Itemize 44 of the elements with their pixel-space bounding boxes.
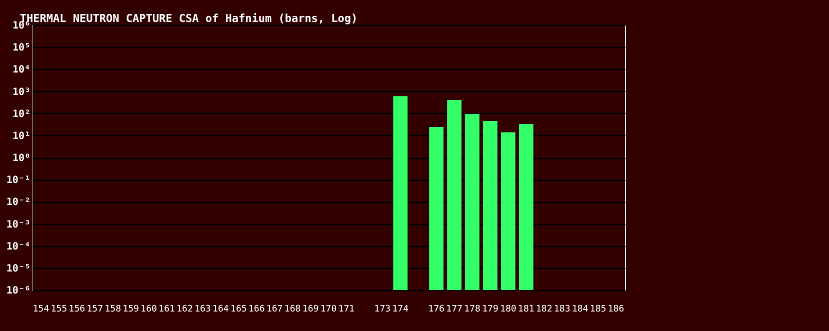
x-tick-label: 183 bbox=[554, 304, 570, 314]
y-tick-label: 10⁻² bbox=[6, 197, 30, 208]
x-tick-label: 186 bbox=[608, 304, 624, 314]
x-tick-label: 156 bbox=[68, 304, 86, 314]
x-tick-label: 170 bbox=[320, 304, 337, 314]
x-tick-label: 158 bbox=[104, 304, 121, 314]
x-tick-label: 164 bbox=[212, 304, 229, 314]
y-tick-label: 10⁻⁶ bbox=[6, 286, 30, 296]
x-tick-label: 176 bbox=[428, 304, 444, 314]
x-tick-label: 161 bbox=[158, 304, 175, 314]
x-tick-label: 173 bbox=[374, 304, 391, 314]
x-tick-label: 171 bbox=[338, 304, 355, 314]
x-tick-label: 185 bbox=[590, 304, 606, 314]
x-tick-label: 169 bbox=[302, 304, 319, 314]
x-tick-label: 162 bbox=[176, 304, 193, 314]
x-tick-label: 184 bbox=[572, 304, 588, 314]
x-tick-label: 155 bbox=[50, 304, 68, 314]
y-tick-label: 10⁰ bbox=[12, 153, 30, 164]
y-tick-label: 10⁻⁵ bbox=[6, 263, 30, 274]
x-tick-label: 178 bbox=[464, 304, 480, 314]
x-tick-label: 177 bbox=[446, 304, 462, 314]
x-tick-label: 174 bbox=[392, 304, 409, 314]
x-tick-label: 179 bbox=[482, 304, 498, 314]
y-tick-label: 10³ bbox=[12, 86, 30, 98]
x-tick-label: 159 bbox=[122, 304, 139, 314]
x-tick-label: 157 bbox=[86, 304, 104, 314]
y-tick-label: 10⁴ bbox=[12, 64, 30, 76]
x-tick-label: 154 bbox=[32, 304, 50, 314]
x-tick-label: 166 bbox=[248, 304, 265, 314]
y-tick-label: 10⁶ bbox=[12, 20, 30, 32]
x-tick-label: 163 bbox=[194, 304, 211, 314]
y-tick-label: 10⁻⁴ bbox=[6, 241, 30, 252]
y-tick-label: 10² bbox=[12, 108, 30, 120]
y-tick-label: 10⁵ bbox=[12, 42, 30, 54]
y-tick-label: 10⁻³ bbox=[6, 219, 30, 230]
x-tick-label: 165 bbox=[230, 304, 247, 314]
y-tick-label: 10⁻¹ bbox=[6, 175, 30, 186]
y-tick-label: 10¹ bbox=[12, 130, 30, 142]
x-tick-label: 167 bbox=[266, 304, 283, 314]
x-tick-label: 182 bbox=[536, 304, 552, 314]
x-tick-label: 160 bbox=[140, 304, 157, 314]
x-tick-label: 181 bbox=[518, 304, 534, 314]
x-tick-label: 168 bbox=[284, 304, 301, 314]
x-tick-label: 180 bbox=[500, 304, 516, 314]
